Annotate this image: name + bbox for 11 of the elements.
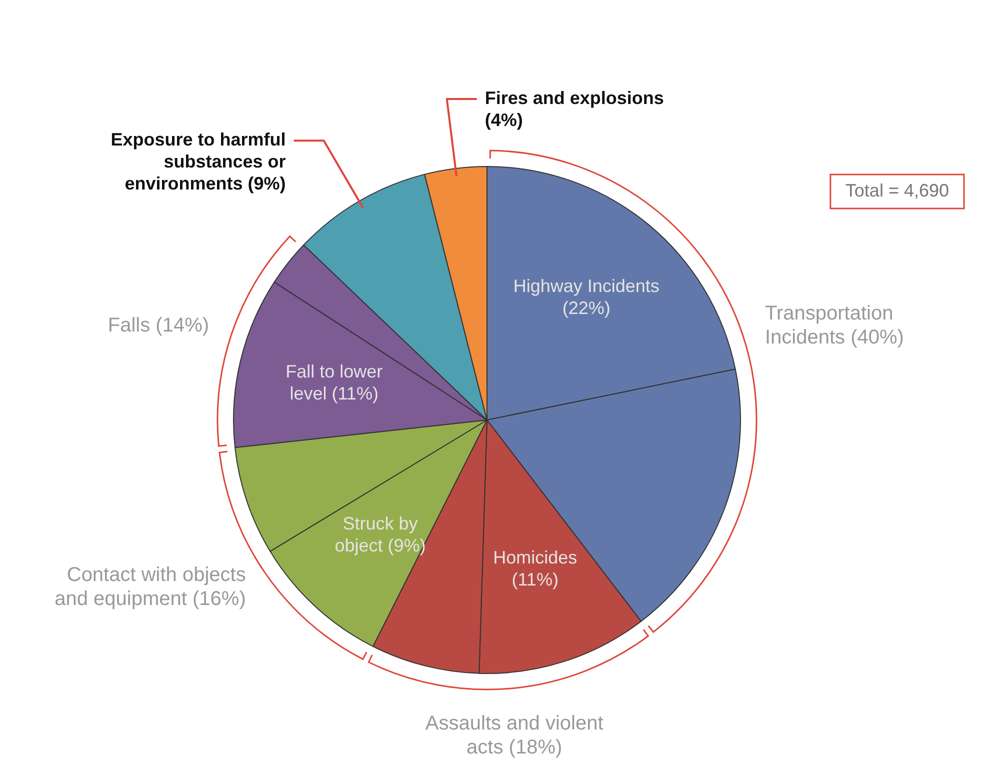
slice-label: Fall to lower level (11%) [286,362,383,404]
slice-label: Homicides (11%) [493,548,578,590]
slice-label: Highway Incidents (22%) [513,276,660,318]
slice-label: Fires and explosions (4%) [484,88,664,130]
text: Contact with objects and equipment (16%) [54,564,246,610]
slice-label: Exposure to harmful substances or environments (9%) [110,130,286,194]
text: Transportation Incidents (40%) [764,302,904,348]
text: Total = 4,690 [845,180,950,200]
text: Assaults and violent acts (18%) [425,712,604,759]
slice-label: Struck by object (9%) [334,513,426,556]
text: Falls (14%) [108,314,210,336]
